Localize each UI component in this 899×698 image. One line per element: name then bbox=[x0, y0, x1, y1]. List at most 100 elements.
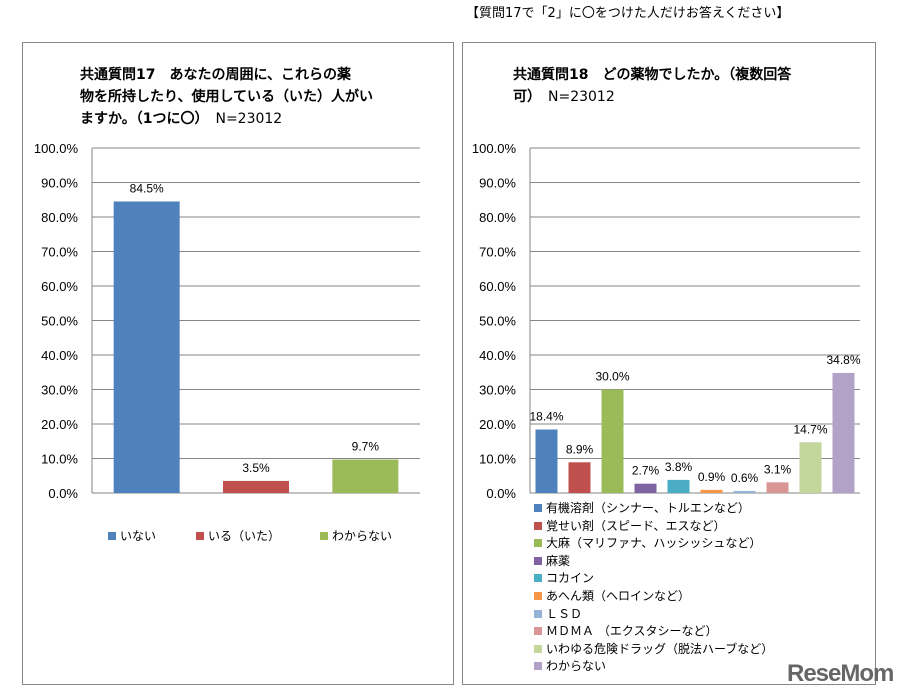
title-line: 共通質問17 あなたの周囲に、これらの薬 bbox=[80, 67, 352, 83]
data-label: 3.1% bbox=[764, 462, 792, 476]
legend-swatch bbox=[534, 574, 542, 583]
legend-item: いる（いた） bbox=[196, 528, 280, 546]
bar bbox=[113, 201, 180, 493]
legend-label: 大麻（マリファナ、ハッシッシュなど） bbox=[546, 536, 762, 551]
legend-item: あへん類（ヘロインなど） bbox=[534, 588, 773, 606]
y-tick-label: 100.0% bbox=[472, 141, 517, 156]
bar bbox=[799, 442, 822, 493]
resemom-logo: ReseMom bbox=[787, 660, 894, 687]
legend-item: 麻薬 bbox=[534, 553, 773, 571]
chart-title-q17: 共通質問17 あなたの周囲に、これらの薬 物を所持したり、使用している（いた）人… bbox=[80, 64, 373, 130]
legend-swatch bbox=[534, 591, 542, 600]
data-label: 0.6% bbox=[731, 471, 759, 485]
y-tick-label: 70.0% bbox=[41, 245, 78, 260]
legend-swatch bbox=[534, 662, 542, 671]
legend-label: いない bbox=[120, 529, 157, 543]
chart-title-q18: 共通質問18 どの薬物でしたか。（複数回答 可） N=23012 bbox=[513, 64, 791, 108]
title-line: 共通質問18 どの薬物でしたか。（複数回答 bbox=[513, 67, 792, 83]
bar bbox=[634, 483, 657, 493]
chart-panel-q18 bbox=[462, 42, 876, 685]
bar bbox=[700, 489, 723, 493]
data-label: 34.8% bbox=[826, 353, 860, 367]
bar bbox=[332, 459, 399, 493]
y-tick-label: 10.0% bbox=[41, 452, 78, 467]
legend-item: 大麻（マリファナ、ハッシッシュなど） bbox=[534, 535, 773, 553]
chart-panel-q17 bbox=[22, 42, 454, 685]
legend-swatch bbox=[196, 532, 205, 540]
y-tick-label: 40.0% bbox=[41, 348, 78, 363]
legend-item: ＬＳＤ bbox=[534, 606, 773, 624]
legend-label: 麻薬 bbox=[546, 553, 571, 568]
legend-item: コカイン bbox=[534, 570, 773, 588]
legend-swatch bbox=[534, 539, 542, 548]
data-label: 14.7% bbox=[793, 422, 827, 436]
legend-swatch bbox=[108, 532, 116, 540]
data-label: 8.9% bbox=[566, 442, 594, 456]
legend-swatch bbox=[534, 609, 542, 618]
legend-label: コカイン bbox=[546, 571, 595, 586]
y-tick-label: 0.0% bbox=[486, 486, 516, 501]
data-label: 0.9% bbox=[698, 470, 726, 484]
y-tick-label: 90.0% bbox=[479, 176, 516, 191]
y-tick-label: 10.0% bbox=[479, 452, 516, 467]
bar bbox=[667, 479, 690, 493]
legend-label: いる（いた） bbox=[208, 529, 281, 543]
sample-size: N=23012 bbox=[548, 89, 615, 105]
y-tick-label: 40.0% bbox=[479, 348, 516, 363]
bar bbox=[223, 480, 289, 493]
bar bbox=[766, 482, 789, 493]
bar bbox=[568, 462, 591, 493]
data-label: 2.7% bbox=[632, 464, 660, 478]
title-line: ますか。（1つに〇） bbox=[80, 111, 202, 127]
y-tick-label: 20.0% bbox=[41, 417, 78, 432]
bar bbox=[832, 372, 855, 493]
legend-swatch bbox=[534, 644, 542, 653]
y-tick-label: 50.0% bbox=[479, 314, 516, 329]
y-tick-label: 30.0% bbox=[41, 383, 78, 398]
bar bbox=[601, 389, 624, 493]
y-tick-label: 60.0% bbox=[479, 279, 516, 294]
data-label: 84.5% bbox=[130, 181, 164, 195]
instruction-note: 【質問17で「2」に〇をつけた人だけお答えください】 bbox=[466, 6, 790, 21]
legend-item: 覚せい剤（スピード、エスなど） bbox=[534, 518, 773, 536]
legend-label: 有機溶剤（シンナー、トルエンなど） bbox=[546, 501, 750, 515]
y-tick-label: 80.0% bbox=[41, 210, 78, 225]
title-line: 物を所持したり、使用している（いた）人がい bbox=[80, 89, 374, 105]
legend-label: わからない bbox=[332, 529, 393, 543]
legend-item: わからない bbox=[320, 528, 392, 546]
legend-label: あへん類（ヘロインなど） bbox=[546, 588, 691, 603]
legend-item: いわゆる危険ドラッグ（脱法ハーブなど） bbox=[534, 641, 773, 659]
data-label: 3.8% bbox=[665, 460, 693, 474]
legend-q18: 有機溶剤（シンナー、トルエンなど） 覚せい剤（スピード、エスなど） 大麻（マリファナ… bbox=[534, 500, 773, 676]
legend-swatch bbox=[534, 504, 542, 512]
legend-label: ＭＤＭＡ （エクスタシーなど） bbox=[546, 624, 718, 639]
data-label: 9.7% bbox=[352, 440, 380, 454]
data-label: 18.4% bbox=[529, 410, 563, 424]
legend-label: いわゆる危険ドラッグ（脱法ハーブなど） bbox=[546, 641, 774, 656]
legend-swatch bbox=[534, 521, 542, 530]
y-tick-label: 20.0% bbox=[479, 417, 516, 432]
legend-item: ＭＤＭＡ （エクスタシーなど） bbox=[534, 623, 773, 641]
legend-item: わからない bbox=[534, 658, 773, 676]
bar bbox=[733, 490, 756, 493]
y-tick-label: 100.0% bbox=[34, 141, 79, 156]
y-tick-label: 90.0% bbox=[41, 176, 78, 191]
legend-label: 覚せい剤（スピード、エスなど） bbox=[546, 518, 726, 533]
sample-size: N=23012 bbox=[215, 111, 283, 127]
legend-label: わからない bbox=[546, 659, 607, 674]
legend-q17: いない いる（いた） わからない bbox=[108, 528, 392, 546]
y-tick-label: 50.0% bbox=[41, 314, 78, 329]
legend-item: いない bbox=[108, 528, 156, 546]
legend-swatch bbox=[320, 532, 329, 540]
y-tick-label: 70.0% bbox=[479, 245, 516, 260]
legend-swatch bbox=[534, 556, 542, 565]
legend-item: 有機溶剤（シンナー、トルエンなど） bbox=[534, 500, 773, 518]
y-tick-label: 0.0% bbox=[48, 486, 78, 501]
legend-swatch bbox=[534, 627, 542, 636]
bar bbox=[535, 429, 558, 493]
data-label: 3.5% bbox=[242, 461, 270, 475]
title-line: 可） bbox=[513, 89, 534, 105]
data-label: 30.0% bbox=[595, 370, 629, 384]
y-tick-label: 30.0% bbox=[479, 383, 516, 398]
